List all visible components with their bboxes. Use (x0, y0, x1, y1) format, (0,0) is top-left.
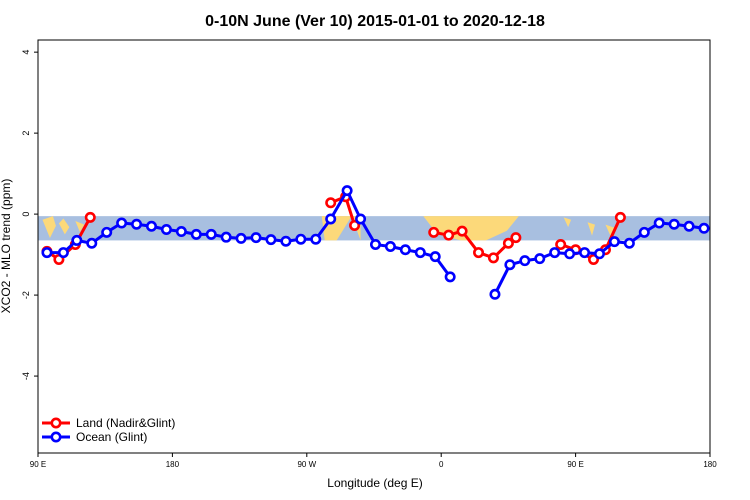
land-point (487, 252, 499, 264)
ocean-point (280, 235, 292, 247)
ocean-point (57, 247, 69, 259)
ocean-point (668, 218, 680, 230)
ocean-point (608, 236, 620, 248)
land-patch (587, 222, 596, 236)
ocean-point (579, 247, 591, 259)
ocean-point (489, 288, 501, 300)
ocean-point (190, 228, 202, 240)
ocean-point (444, 271, 456, 283)
x-tick-label: 0 (439, 460, 444, 469)
x-tick-label: 90 E (30, 460, 46, 469)
ocean-point (205, 228, 217, 240)
chart-title: 0-10N June (Ver 10) 2015-01-01 to 2020-1… (205, 13, 545, 30)
ocean-point (265, 234, 277, 246)
ocean-point (519, 255, 531, 267)
y-tick-label: 4 (21, 50, 31, 55)
ocean-point (145, 220, 157, 232)
ocean-point (250, 232, 262, 244)
y-axis-label: XCO2 - MLO trend (ppm) (0, 179, 13, 314)
land-patch (75, 220, 85, 232)
ocean-point (341, 185, 353, 197)
y-tick-label: -4 (21, 372, 31, 380)
x-tick-label: 90 E (567, 460, 583, 469)
ocean-point (623, 237, 635, 249)
ocean-point (131, 218, 143, 230)
ocean-point (593, 248, 605, 260)
land-point (473, 247, 485, 259)
ocean-point (355, 213, 367, 225)
land-point (349, 219, 361, 231)
ocean-point (325, 213, 337, 225)
legend-land-marker (50, 417, 62, 429)
ocean-point (534, 253, 546, 265)
y-tick-label: 2 (21, 131, 31, 136)
ocean-series-line (46, 189, 452, 278)
axis-ticks: 90 E 180 90 W 0 90 E 180 -4 -2 0 2 4 (21, 50, 717, 469)
ocean-point (698, 222, 710, 234)
y-tick-label: -2 (21, 291, 31, 299)
ocean-point (549, 247, 561, 259)
ocean-point (86, 237, 98, 249)
land-point (84, 211, 96, 223)
x-tick-label: 180 (703, 460, 717, 469)
y-tick-label: 0 (21, 212, 31, 217)
ocean-point (504, 259, 516, 271)
ocean-point (101, 226, 113, 238)
ocean-point (683, 220, 695, 232)
land-patch (563, 217, 572, 228)
x-tick-label: 90 W (297, 460, 316, 469)
ocean-point (41, 247, 53, 259)
land-point (428, 226, 440, 238)
ocean-point (160, 223, 172, 235)
ocean-point (220, 231, 232, 243)
ocean-point (399, 244, 411, 256)
legend-ocean-marker (50, 431, 62, 443)
legend: Land (Nadir&Glint) Ocean (Glint) (42, 416, 175, 444)
legend-land-label: Land (Nadir&Glint) (76, 416, 175, 430)
ocean-point (384, 241, 396, 253)
ocean-point (116, 217, 128, 229)
land-point (325, 197, 337, 209)
ocean-point (638, 226, 650, 238)
x-tick-label: 180 (166, 460, 180, 469)
land-patch (605, 224, 616, 238)
ocean-point (429, 251, 441, 263)
plot-frame (37, 39, 711, 454)
x-axis-label: Longitude (deg E) (327, 476, 422, 490)
ocean-point (653, 217, 665, 229)
land-point (510, 232, 522, 244)
ocean-point (310, 233, 322, 245)
series-layer (41, 185, 710, 300)
legend-ocean-label: Ocean (Glint) (76, 430, 147, 444)
land-point (502, 237, 514, 249)
ocean-point (175, 226, 187, 238)
ocean-point (564, 248, 576, 260)
ocean-point (71, 234, 83, 246)
ocean-point (369, 238, 381, 250)
land-point (614, 211, 626, 223)
land-point (443, 229, 455, 241)
ocean-point (235, 232, 247, 244)
ocean-point (295, 233, 307, 245)
land-patch (42, 216, 56, 238)
land-point (456, 225, 468, 237)
ocean-point (414, 247, 426, 259)
land-patch (58, 218, 70, 235)
land-point (555, 238, 567, 250)
